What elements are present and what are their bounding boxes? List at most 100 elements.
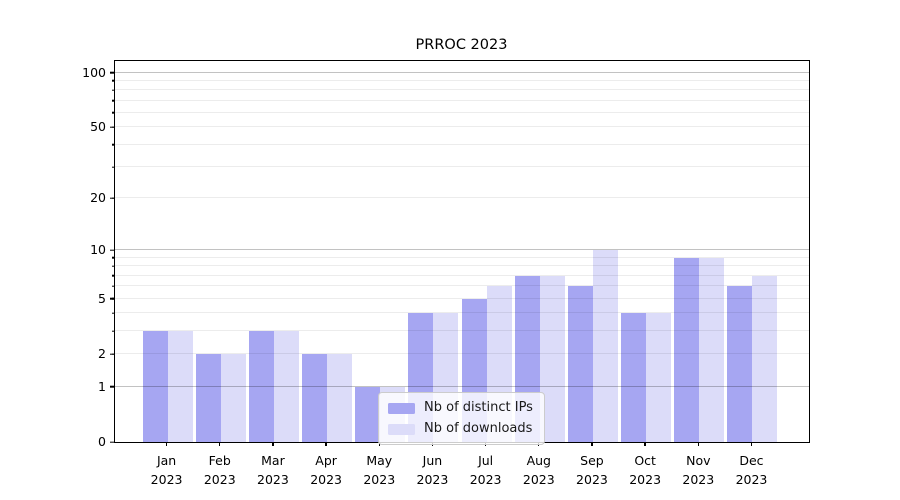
bar-nov-downloads [699,257,725,442]
x-slot-jan: Jan 2023 [140,441,193,490]
bar-mar-downloads [273,331,299,442]
bar-jan-distinct-ips [142,331,168,442]
legend-item-distinct-ips: Nb of distinct IPs [388,400,533,416]
x-tick-label-dec: Dec 2023 [735,453,768,487]
x-tick-label-oct: Oct 2023 [629,453,662,487]
x-tick-label-jun: Jun 2023 [416,453,449,487]
y-tick-0 [110,441,115,443]
y-tick-2 [110,353,115,355]
y-tick-minor-7 [112,274,115,277]
x-slot-apr: Apr 2023 [300,441,353,490]
y-tick-label-100: 100 [82,64,106,80]
x-axis: Jan 2023 Feb 2023 Mar 2023 Apr 2023 May 2023 Jun 20… [114,441,808,490]
y-tick-minor-8 [112,265,115,267]
y-tick-minor-30 [112,166,115,168]
x-tick-feb [219,441,221,446]
y-tick-minor-9 [112,256,115,259]
x-tick-label-nov: Nov 2023 [682,453,715,487]
y-tick-minor-3 [112,330,115,332]
y-tick-minor-70 [112,100,115,102]
x-slot-oct: Oct 2023 [619,441,672,490]
x-tick-label-sep: Sep 2023 [576,453,608,487]
x-tick-label-mar: Mar 2023 [257,453,289,487]
x-slot-jun: Jun 2023 [406,441,459,490]
y-tick-20 [110,197,115,199]
y-tick-label-5: 5 [98,290,106,306]
bar-feb-downloads [220,354,246,442]
y-tick-minor-4 [112,312,115,314]
bar-oct-downloads [646,313,672,442]
x-slot-feb: Feb 2023 [193,441,246,490]
bars-container [115,61,809,442]
x-slot-nov: Nov 2023 [672,441,725,490]
x-tick-jan [165,441,168,446]
x-tick-nov [697,441,699,446]
legend-item-downloads: Nb of downloads [388,421,533,437]
bar-dec-distinct-ips [727,286,753,442]
legend: Nb of distinct IPs Nb of downloads [378,392,545,445]
month-slot-dec [726,61,779,442]
month-slot-jan [141,61,194,442]
month-slot-feb [194,61,247,442]
month-slot-may [354,61,407,442]
legend-label-downloads: Nb of downloads [424,421,533,436]
legend-swatch-downloads [388,423,415,435]
y-tick-50 [110,126,115,128]
month-slot-mar [247,61,300,442]
x-tick-label-jul: Jul 2023 [469,453,502,487]
x-tick-label-apr: Apr 2023 [310,453,342,487]
month-slot-jul [460,61,513,442]
month-slot-oct [620,61,673,442]
month-slot-nov [673,61,726,442]
bar-apr-downloads [327,354,353,442]
bar-sep-distinct-ips [567,286,593,442]
x-slot-jul: Jul 2023 [459,441,512,490]
x-tick-label-may: May 2023 [363,453,396,487]
legend-swatch-distinct-ips [388,402,415,414]
x-tick-apr [325,441,327,446]
bar-apr-distinct-ips [302,354,328,442]
y-tick-100 [110,71,115,74]
y-tick-label-2: 2 [98,346,106,362]
y-tick-minor-90 [112,80,115,82]
bar-may-distinct-ips [355,386,381,442]
y-tick-minor-40 [112,143,115,146]
month-slot-jun [407,61,460,442]
chart-title: PRROC 2023 [415,37,508,53]
bar-feb-distinct-ips [195,354,221,442]
x-tick-sep [591,441,593,446]
x-slot-sep: Sep 2023 [565,441,618,490]
x-tick-mar [272,441,274,446]
plot-area: 100 50 20 10 5 2 1 0 Nb of distinct IPs Nb of d… [82,60,810,449]
month-slot-aug [513,61,566,442]
x-slot-aug: Aug 2023 [512,441,565,490]
y-tick-1 [110,385,115,388]
x-slot-dec: Dec 2023 [725,441,778,490]
bar-mar-distinct-ips [248,331,274,442]
y-tick-5 [110,297,115,300]
x-tick-label-feb: Feb 2023 [203,453,236,487]
bar-dec-downloads [752,275,778,442]
bar-oct-distinct-ips [621,313,647,442]
x-tick-oct [644,441,646,446]
x-slot-mar: Mar 2023 [246,441,299,490]
legend-label-distinct-ips: Nb of distinct IPs [424,400,533,415]
x-tick-label-jan: Jan 2023 [150,453,183,487]
bar-nov-distinct-ips [674,257,700,442]
y-tick-10 [110,249,115,251]
y-tick-minor-80 [112,89,115,91]
bar-jan-downloads [167,331,193,442]
y-tick-label-10: 10 [90,242,106,258]
y-tick-label-50: 50 [90,119,106,135]
y-tick-label-0: 0 [98,434,106,449]
y-tick-minor-60 [112,112,115,114]
x-tick-dec [750,441,753,446]
bar-sep-downloads [592,250,618,442]
y-tick-label-20: 20 [90,190,106,206]
month-slot-apr [301,61,354,442]
month-slot-sep [566,61,619,442]
y-tick-minor-6 [112,285,115,287]
x-slot-may: May 2023 [353,441,406,490]
x-tick-label-aug: Aug 2023 [522,453,555,487]
